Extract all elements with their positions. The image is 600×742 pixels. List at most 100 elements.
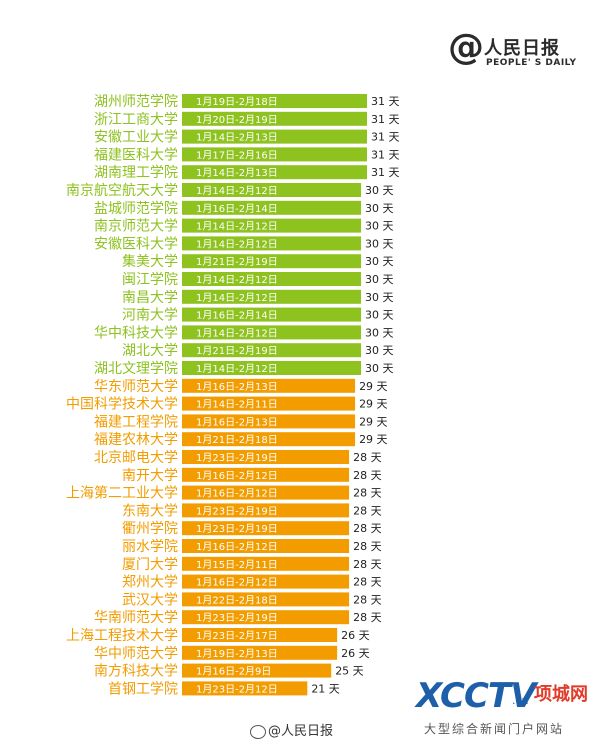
- date-range-label: 1月16日-2月12日: [196, 488, 278, 500]
- category-label: 郑州大学: [122, 575, 178, 591]
- date-range-label: 1月16日-2月14日: [196, 203, 278, 215]
- days-data-label: 30 天: [365, 237, 394, 250]
- watermark-slogan: 大型综合新闻门户网站: [424, 722, 565, 736]
- days-data-label: 29 天: [359, 380, 388, 393]
- days-data-label: 30 天: [365, 291, 394, 304]
- bar: [182, 521, 350, 536]
- category-label: 上海工程技术大学: [66, 628, 178, 644]
- bar: [182, 147, 367, 162]
- bar: [182, 503, 350, 518]
- category-label: 衢州学院: [122, 520, 178, 537]
- days-data-label: 28 天: [353, 469, 382, 482]
- days-data-label: 30 天: [365, 309, 394, 322]
- bar: [182, 378, 356, 393]
- date-range-label: 1月14日-2月11日: [196, 399, 278, 411]
- peoples-daily-logo: @ 人民日报 PEOPLE' S DAILY: [448, 26, 593, 76]
- days-data-label: 30 天: [365, 344, 394, 357]
- bar: [182, 165, 367, 180]
- days-data-label: 28 天: [353, 540, 382, 553]
- bar: [182, 254, 362, 269]
- bar: [182, 645, 338, 660]
- category-label: 厦门大学: [122, 557, 178, 573]
- category-label: 湖北文理学院: [94, 361, 178, 377]
- days-data-label: 30 天: [365, 202, 394, 215]
- days-data-label: 30 天: [365, 255, 394, 268]
- category-label: 华东师范大学: [94, 378, 178, 395]
- days-data-label: 29 天: [359, 398, 388, 411]
- bar: [182, 289, 362, 304]
- date-range-label: 1月14日-2月13日: [196, 167, 278, 179]
- bar: [182, 450, 350, 464]
- category-label: 华南师范大学: [94, 609, 178, 626]
- category-label: 东南大学: [122, 503, 178, 519]
- days-data-label: 30 天: [365, 273, 394, 286]
- days-data-label: 30 天: [365, 362, 394, 375]
- category-label: 闽江学院: [122, 272, 178, 288]
- date-range-label: 1月14日-2月13日: [196, 132, 278, 144]
- bar: [182, 183, 362, 197]
- category-label: 丽水学院: [122, 539, 178, 555]
- category-label: 福建工程学院: [94, 414, 178, 430]
- category-label: 福建医科大学: [94, 147, 178, 163]
- days-data-label: 30 天: [365, 220, 394, 233]
- date-range-label: 1月16日-2月9日: [196, 666, 271, 678]
- date-range-label: 1月23日-2月17日: [196, 630, 278, 642]
- days-data-label: 28 天: [353, 593, 382, 606]
- logo-name-en: PEOPLE' S DAILY: [486, 58, 577, 68]
- category-label: 南京航空航天大学: [66, 183, 178, 199]
- days-data-label: 30 天: [365, 184, 394, 197]
- category-label: 南方科技大学: [94, 664, 178, 680]
- days-data-label: 28 天: [353, 611, 382, 624]
- bar: [182, 432, 356, 447]
- date-range-label: 1月14日-2月12日: [196, 327, 278, 339]
- date-range-label: 1月14日-2月12日: [196, 185, 278, 197]
- bar: [182, 343, 362, 358]
- bar: [182, 325, 362, 340]
- bar: [182, 539, 350, 553]
- date-range-label: 1月14日-2月12日: [196, 274, 278, 286]
- bar: [182, 200, 362, 215]
- days-data-label: 31 天: [371, 131, 400, 144]
- bar: [182, 592, 350, 607]
- date-range-label: 1月17日-2月16日: [196, 149, 278, 161]
- days-data-label: 28 天: [353, 558, 382, 571]
- category-label: 华中科技大学: [94, 325, 178, 341]
- days-data-label: 29 天: [359, 433, 388, 446]
- days-data-label: 28 天: [353, 487, 382, 500]
- bar: [182, 94, 367, 108]
- category-label: 盐城师范学院: [94, 200, 178, 217]
- category-label: 南京师范大学: [94, 218, 178, 235]
- bar: [182, 681, 308, 696]
- date-range-label: 1月20日-2月19日: [196, 114, 278, 126]
- category-label: 北京邮电大学: [94, 450, 178, 466]
- footer-source: @人民日报: [250, 720, 333, 739]
- bar: [182, 663, 332, 678]
- bar: [182, 236, 362, 251]
- bar: [182, 574, 350, 589]
- bar: [182, 307, 362, 322]
- date-range-label: 1月16日-2月13日: [196, 381, 278, 393]
- days-data-label: 31 天: [371, 95, 400, 108]
- date-range-label: 1月21日-2月19日: [196, 345, 278, 357]
- watermark-suffix: .cn: [512, 694, 529, 707]
- days-data-label: 28 天: [353, 522, 382, 535]
- category-label: 安徽医科大学: [94, 236, 178, 252]
- days-data-label: 31 天: [371, 113, 400, 126]
- date-range-label: 1月23日-2月12日: [196, 683, 278, 695]
- category-label: 湖南理工学院: [94, 165, 178, 181]
- bar: [182, 111, 367, 126]
- days-data-label: 28 天: [353, 451, 382, 464]
- date-range-label: 1月23日-2月19日: [196, 452, 278, 464]
- date-range-label: 1月14日-2月12日: [196, 363, 278, 375]
- footer-source-label: @人民日报: [268, 724, 334, 739]
- date-range-label: 1月14日-2月12日: [196, 221, 278, 233]
- category-label: 湖北大学: [122, 343, 178, 359]
- category-label: 南开大学: [122, 468, 178, 484]
- date-range-label: 1月23日-2月19日: [196, 612, 278, 624]
- date-range-label: 1月21日-2月19日: [196, 256, 278, 268]
- days-data-label: 28 天: [353, 576, 382, 589]
- xcctv-watermark: XCCTV .cn 项城网 大型综合新闻门户网站: [416, 676, 600, 742]
- days-data-label: 25 天: [335, 665, 364, 678]
- category-label: 福建农林大学: [94, 432, 178, 448]
- bar: [182, 129, 367, 144]
